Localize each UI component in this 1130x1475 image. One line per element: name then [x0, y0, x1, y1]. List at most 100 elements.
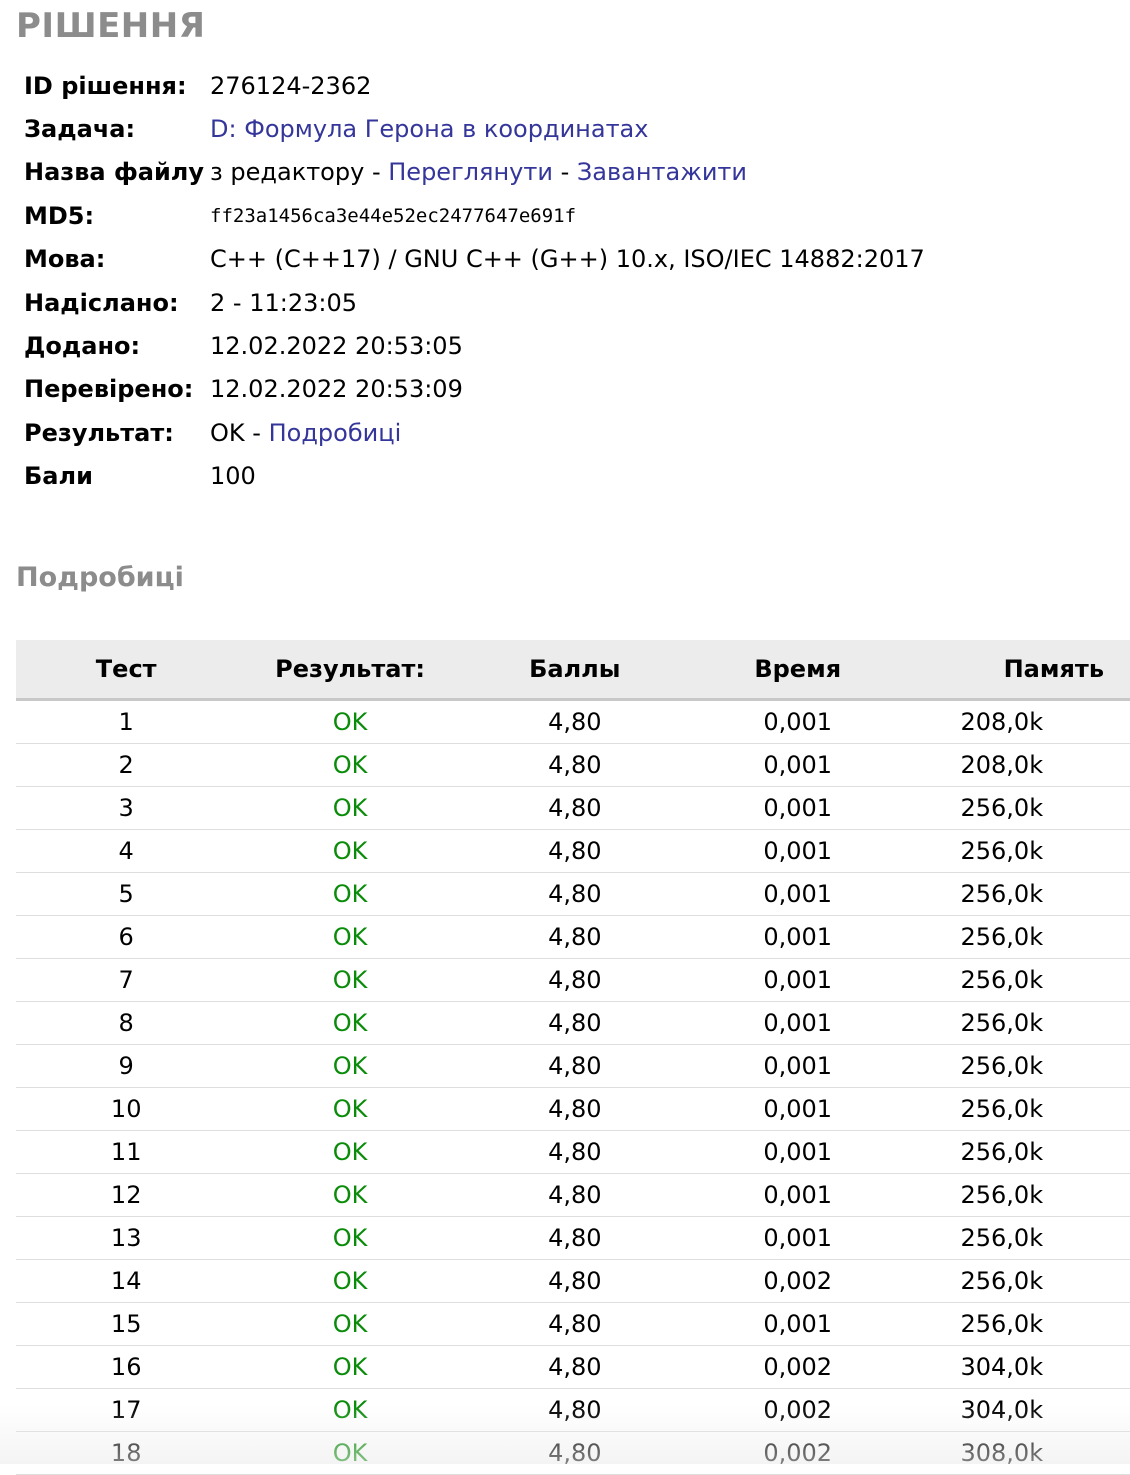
task-link[interactable]: D: Формула Герона в координатах [210, 115, 649, 144]
table-row: 15 OK 4,80 0,001 256,0k [16, 1302, 1130, 1346]
test-points: 4,80 [463, 1431, 686, 1475]
test-result: OK [236, 699, 464, 744]
md5-label: MD5: [24, 201, 95, 230]
info-row-checked: Перевірено: 12.02.2022 20:53:09 [24, 368, 925, 411]
info-row-score: Бали 100 [24, 455, 925, 498]
table-row: 17 OK 4,80 0,002 304,0k [16, 1388, 1130, 1432]
test-time: 0,001 [685, 1087, 910, 1131]
test-time: 0,001 [685, 743, 910, 787]
test-memory: 208,0k [909, 699, 1130, 744]
test-result: OK [236, 958, 464, 1002]
test-number: 6 [16, 915, 237, 959]
language-label: Мова: [24, 245, 106, 274]
test-memory: 256,0k [909, 786, 1130, 830]
test-points: 4,80 [463, 1388, 686, 1432]
results-body: 1 OK 4,80 0,001 208,0k 2 OK 4,80 0,001 208,0k 3 OK 4… [16, 699, 1130, 1475]
page-title: РІШЕННЯ [16, 6, 206, 46]
results-table: Тест Результат: Баллы Время Память 1 OK 4,… [16, 640, 1130, 1475]
file-source: з редактору [210, 158, 365, 187]
test-time: 0,001 [685, 699, 910, 744]
test-number: 18 [16, 1431, 237, 1475]
language-value: C++ (C++17) / GNU C++ (G++) 10.x, ISO/IE… [210, 245, 925, 274]
details-link[interactable]: Подробиці [268, 418, 402, 447]
test-number: 12 [16, 1173, 237, 1217]
test-memory: 256,0k [909, 1302, 1130, 1346]
test-points: 4,80 [463, 1044, 686, 1088]
test-time: 0,002 [685, 1431, 910, 1475]
test-number: 10 [16, 1087, 237, 1131]
test-points: 4,80 [463, 699, 686, 744]
test-memory: 256,0k [909, 872, 1130, 916]
table-row: 7 OK 4,80 0,001 256,0k [16, 958, 1130, 1002]
test-time: 0,002 [685, 1345, 910, 1389]
test-points: 4,80 [463, 1259, 686, 1303]
test-result: OK [236, 1001, 464, 1045]
test-points: 4,80 [463, 829, 686, 873]
table-header-row: Тест Результат: Баллы Время Память [16, 640, 1130, 701]
added-label: Додано: [24, 332, 141, 361]
test-memory: 304,0k [909, 1388, 1130, 1432]
test-result: OK [236, 1259, 464, 1303]
info-row-file: Назва файлу з редактору - Переглянути - … [24, 151, 925, 194]
sent-label: Надіслано: [24, 288, 179, 317]
test-result: OK [236, 829, 464, 873]
test-time: 0,001 [685, 1001, 910, 1045]
header-test: Тест [16, 640, 237, 701]
test-number: 4 [16, 829, 237, 873]
test-memory: 256,0k [909, 1044, 1130, 1088]
test-memory: 304,0k [909, 1345, 1130, 1389]
test-number: 17 [16, 1388, 237, 1432]
test-memory: 256,0k [909, 1216, 1130, 1260]
separator: - [560, 158, 570, 187]
table-row: 6 OK 4,80 0,001 256,0k [16, 915, 1130, 959]
test-points: 4,80 [463, 786, 686, 830]
test-number: 2 [16, 743, 237, 787]
test-time: 0,001 [685, 1044, 910, 1088]
added-value: 12.02.2022 20:53:05 [210, 332, 463, 361]
table-row: 3 OK 4,80 0,001 256,0k [16, 786, 1130, 830]
id-value: 276124-2362 [210, 71, 372, 100]
test-result: OK [236, 743, 464, 787]
test-memory: 256,0k [909, 915, 1130, 959]
test-points: 4,80 [463, 743, 686, 787]
checked-value: 12.02.2022 20:53:09 [210, 375, 463, 404]
test-result: OK [236, 1173, 464, 1217]
table-row: 1 OK 4,80 0,001 208,0k [16, 699, 1130, 744]
test-points: 4,80 [463, 1216, 686, 1260]
info-row-md5: MD5: ff23a1456ca3e44e52ec2477647e691f [24, 194, 925, 237]
test-memory: 256,0k [909, 1259, 1130, 1303]
info-row-language: Мова: C++ (C++17) / GNU C++ (G++) 10.x, … [24, 238, 925, 281]
test-time: 0,001 [685, 872, 910, 916]
info-row-id: ID рішення: 276124-2362 [24, 64, 925, 107]
table-row: 10 OK 4,80 0,001 256,0k [16, 1087, 1130, 1131]
header-points: Баллы [463, 640, 686, 701]
test-time: 0,001 [685, 1216, 910, 1260]
table-row: 12 OK 4,80 0,001 256,0k [16, 1173, 1130, 1217]
test-memory: 256,0k [909, 1130, 1130, 1174]
separator: - [252, 418, 261, 447]
download-link[interactable]: Завантажити [576, 158, 747, 187]
test-time: 0,001 [685, 1173, 910, 1217]
test-points: 4,80 [463, 872, 686, 916]
header-result: Результат: [236, 640, 464, 701]
table-row: 8 OK 4,80 0,001 256,0k [16, 1001, 1130, 1045]
test-result: OK [236, 872, 464, 916]
table-row: 13 OK 4,80 0,001 256,0k [16, 1216, 1130, 1260]
test-time: 0,001 [685, 958, 910, 1002]
test-points: 4,80 [463, 1087, 686, 1131]
info-row-added: Додано: 12.02.2022 20:53:05 [24, 324, 925, 367]
table-row: 16 OK 4,80 0,002 304,0k [16, 1345, 1130, 1389]
test-points: 4,80 [463, 1173, 686, 1217]
header-memory: Память [909, 640, 1130, 701]
test-result: OK [236, 786, 464, 830]
test-result: OK [236, 1345, 464, 1389]
test-time: 0,002 [685, 1388, 910, 1432]
header-time: Время [685, 640, 910, 701]
test-points: 4,80 [463, 1130, 686, 1174]
score-value: 100 [210, 462, 256, 491]
table-row: 11 OK 4,80 0,001 256,0k [16, 1130, 1130, 1174]
view-link[interactable]: Переглянути [388, 158, 553, 187]
id-label: ID рішення: [24, 71, 187, 100]
test-result: OK [236, 1087, 464, 1131]
